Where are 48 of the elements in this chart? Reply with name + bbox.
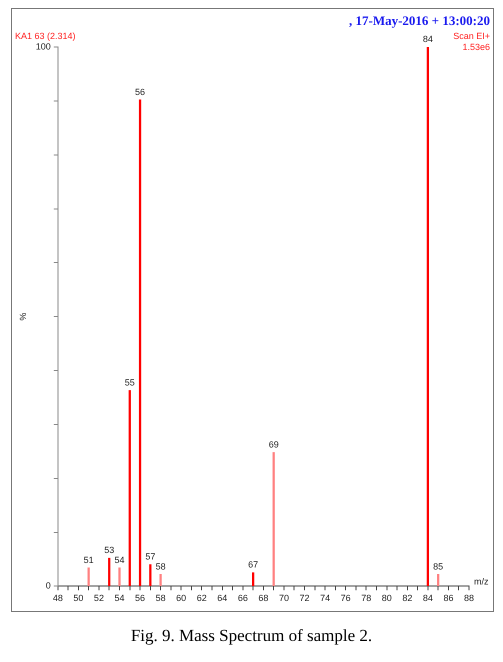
annotation: 53	[104, 545, 114, 556]
x-tick-label: 62	[196, 593, 207, 604]
text: , 17-May-2016 + 13:00:20	[349, 13, 490, 29]
x-tick-label: 54	[114, 593, 124, 604]
x-tick-label: 72	[300, 593, 310, 604]
x-tick-label: 78	[361, 593, 372, 604]
bar	[128, 390, 131, 586]
x-tick-label: 80	[382, 593, 392, 604]
annotation: 69	[268, 439, 279, 450]
x-tick-label: 64	[217, 593, 228, 604]
annotation: 54	[114, 554, 124, 565]
annotation: 85	[433, 561, 444, 572]
bar	[272, 452, 275, 586]
x-tick-label: 82	[402, 593, 412, 604]
x-tick-label: 56	[135, 593, 146, 604]
x-tick-label: 48	[52, 593, 63, 604]
annotation: 51	[84, 554, 94, 565]
x-tick-label: 86	[443, 593, 454, 604]
annotation: 84	[422, 34, 433, 44]
x-tick-label: 68	[258, 593, 268, 604]
annotation: 67	[248, 560, 258, 570]
bar	[108, 558, 110, 586]
annotation: 55	[124, 377, 135, 388]
x-tick-label: 50	[73, 593, 84, 604]
annotation: 1.53e6	[462, 42, 490, 52]
text: Scan EI+	[453, 31, 490, 41]
bar	[88, 568, 90, 586]
bar	[149, 564, 152, 586]
text: KA1 63 (2.314)	[15, 31, 76, 41]
x-tick-label: 58	[156, 593, 166, 604]
annotation: 58	[156, 561, 166, 572]
x-tick-label: 84	[422, 593, 433, 604]
x-tick-label: 88	[464, 593, 474, 604]
annotation: 56	[135, 86, 146, 97]
x-tick-label: 74	[320, 593, 330, 604]
caption: Fig. 9. Mass Spectrum of sample 2.	[130, 626, 374, 646]
x-tick-label: 52	[94, 593, 104, 604]
x-tick-label: 66	[238, 593, 248, 604]
bar	[252, 572, 254, 586]
x-tick-label: 60	[176, 593, 186, 604]
x-tick-label: 70	[278, 593, 289, 604]
annotation: 57	[145, 552, 156, 562]
x-axis-title: m/z	[474, 576, 489, 587]
x-tick-label: 76	[340, 593, 351, 604]
y-tick-label: 0	[46, 580, 51, 591]
bar	[437, 574, 440, 586]
y-axis-title: %	[18, 312, 28, 321]
y-tick-label: 100	[36, 41, 51, 52]
